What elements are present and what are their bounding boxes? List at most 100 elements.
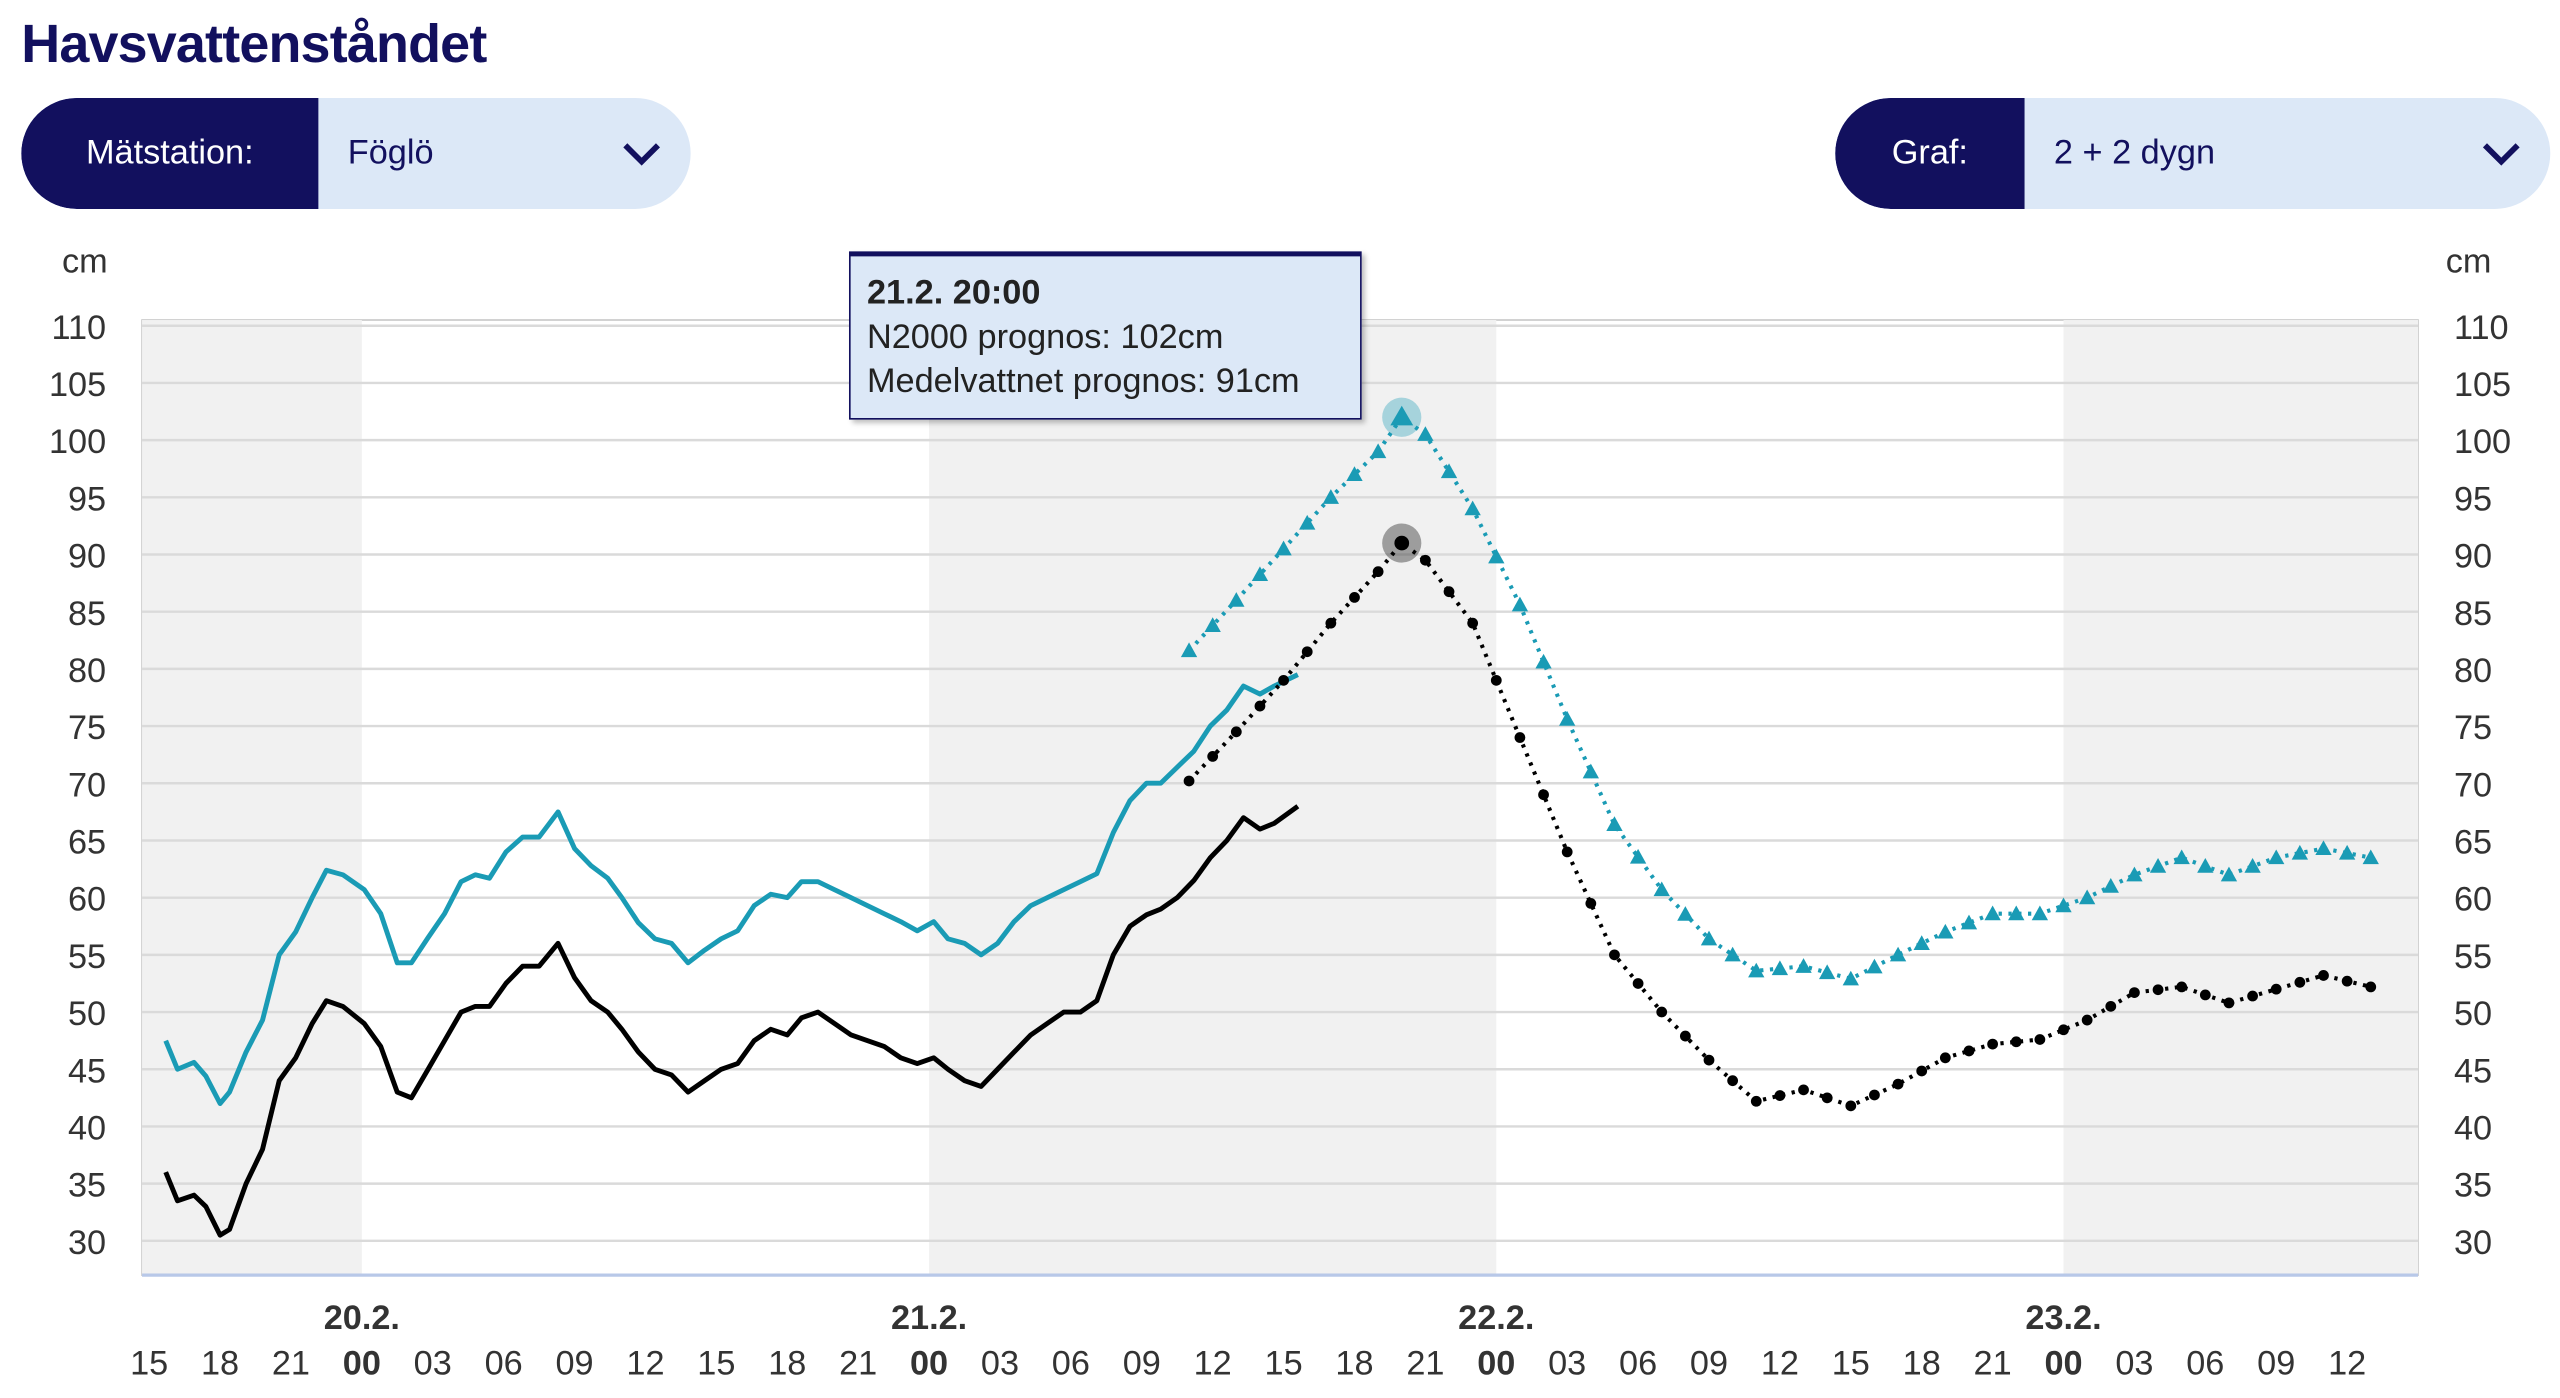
x-hour-label: 00 [1477, 1345, 1515, 1383]
data-point-circle [2294, 976, 2306, 988]
tooltip-n2000: N2000 prognos: 102cm [866, 318, 1224, 356]
data-point-circle [2129, 987, 2140, 998]
night-band [142, 320, 362, 1276]
tooltip-time: 21.2. 20:00 [866, 274, 1041, 312]
data-point-circle [2199, 989, 2211, 1001]
data-point-circle [2034, 1034, 2046, 1045]
x-hour-label: 03 [981, 1345, 1019, 1383]
data-point-triangle [1771, 960, 1789, 976]
data-point-circle [2247, 990, 2258, 1002]
data-point-triangle [1984, 905, 2001, 921]
x-hour-label: 21 [839, 1345, 877, 1383]
data-point-triangle [1322, 489, 1340, 504]
data-point-triangle [1228, 592, 1245, 607]
chevron-down-icon[interactable] [593, 98, 691, 209]
data-point-circle [1987, 1038, 1998, 1050]
y-unit-right: cm [2446, 243, 2492, 281]
data-point-triangle [1251, 566, 1269, 582]
y-tick-left: 60 [68, 881, 106, 919]
station-select[interactable]: Mätstation: Föglö [21, 97, 691, 209]
data-point-triangle [1629, 848, 1647, 864]
data-point-circle [1254, 700, 1266, 712]
y-tick-left: 55 [68, 938, 106, 976]
x-hour-label: 00 [343, 1345, 381, 1383]
y-tick-left: 80 [68, 652, 106, 690]
data-point-circle [2081, 1014, 2093, 1026]
data-point-triangle [1275, 540, 1292, 556]
y-tick-right: 35 [2454, 1167, 2492, 1205]
data-point-circle [1869, 1089, 1880, 1101]
data-point-triangle [2220, 866, 2238, 882]
x-hour-label: 12 [2328, 1345, 2366, 1383]
x-hour-label: 03 [1548, 1345, 1586, 1383]
data-point-circle [1892, 1078, 1904, 1090]
data-point-circle [1183, 775, 1195, 787]
y-tick-right: 105 [2454, 366, 2511, 404]
data-point-circle [2365, 981, 2377, 993]
data-point-circle [1798, 1084, 1809, 1096]
data-point-circle [2318, 970, 2329, 981]
data-point-triangle [1819, 964, 1836, 980]
data-point-triangle [1535, 653, 1552, 669]
data-point-circle [1301, 646, 1313, 658]
data-point-triangle [1960, 914, 1978, 930]
y-tick-left: 50 [68, 995, 106, 1033]
data-point-triangle [1180, 642, 1198, 658]
data-point-circle [1609, 949, 1620, 961]
data-point-triangle [1677, 906, 1694, 921]
data-point-triangle [1559, 711, 1576, 726]
x-hour-label: 12 [626, 1345, 664, 1383]
station-select-label: Mätstation: [21, 97, 319, 209]
x-hour-label: 06 [2186, 1345, 2224, 1383]
page-title: Havsvattenståndet [21, 13, 487, 74]
night-band [929, 320, 1497, 1276]
data-point-circle [2176, 981, 2188, 993]
data-point-circle [2105, 1000, 2117, 1012]
data-point-circle [2058, 1024, 2069, 1036]
data-point-triangle [1913, 935, 1930, 950]
data-point-triangle [1937, 923, 1954, 939]
data-point-circle [1278, 674, 1289, 686]
data-point-triangle [2197, 858, 2214, 873]
y-tick-right: 45 [2454, 1052, 2492, 1090]
y-tick-left: 70 [68, 766, 106, 804]
data-point-triangle [1724, 946, 1741, 962]
data-point-triangle [2078, 889, 2096, 905]
tooltip-medel: Medelvattnet prognos: 91cm [866, 362, 1300, 401]
data-point-triangle [1440, 463, 1458, 479]
x-day-label: 22.2. [1458, 1299, 1534, 1337]
data-point-circle [1325, 617, 1337, 629]
data-point-circle [1207, 751, 1219, 762]
x-hour-label: 09 [2257, 1345, 2295, 1383]
data-point-triangle [2291, 844, 2309, 860]
x-hour-label: 03 [414, 1345, 452, 1383]
y-tick-right: 60 [2454, 881, 2492, 919]
graph-range-select[interactable]: Graf: 2 + 2 dygn [1835, 97, 2551, 209]
data-point-triangle [1866, 958, 1883, 974]
chevron-down-icon[interactable] [2452, 98, 2550, 209]
data-point-triangle [1346, 466, 1363, 481]
y-tick-right: 50 [2454, 995, 2492, 1033]
data-point-triangle [1488, 548, 1505, 564]
data-point-triangle [1748, 962, 1765, 978]
data-point-triangle [1700, 930, 1718, 946]
y-tick-left: 30 [68, 1224, 106, 1262]
x-day-label: 21.2. [891, 1299, 967, 1337]
x-hour-label: 06 [1619, 1345, 1657, 1383]
data-point-circle [1538, 789, 1549, 801]
series-line-medelvattnet-observed [163, 804, 1300, 1238]
data-point-circle [1467, 617, 1479, 629]
y-tick-left: 75 [68, 709, 106, 747]
y-tick-right: 70 [2454, 766, 2492, 804]
data-point-circle [1585, 897, 1597, 909]
data-point-circle [2010, 1036, 2022, 1048]
data-point-circle [1419, 554, 1431, 566]
y-tick-left: 45 [68, 1052, 106, 1090]
series-line-n2000-prognos [1187, 415, 2372, 981]
data-point-circle [1632, 978, 1644, 989]
y-tick-right: 75 [2454, 709, 2492, 747]
x-hour-label: 03 [2115, 1345, 2153, 1383]
y-tick-right: 85 [2454, 595, 2492, 633]
